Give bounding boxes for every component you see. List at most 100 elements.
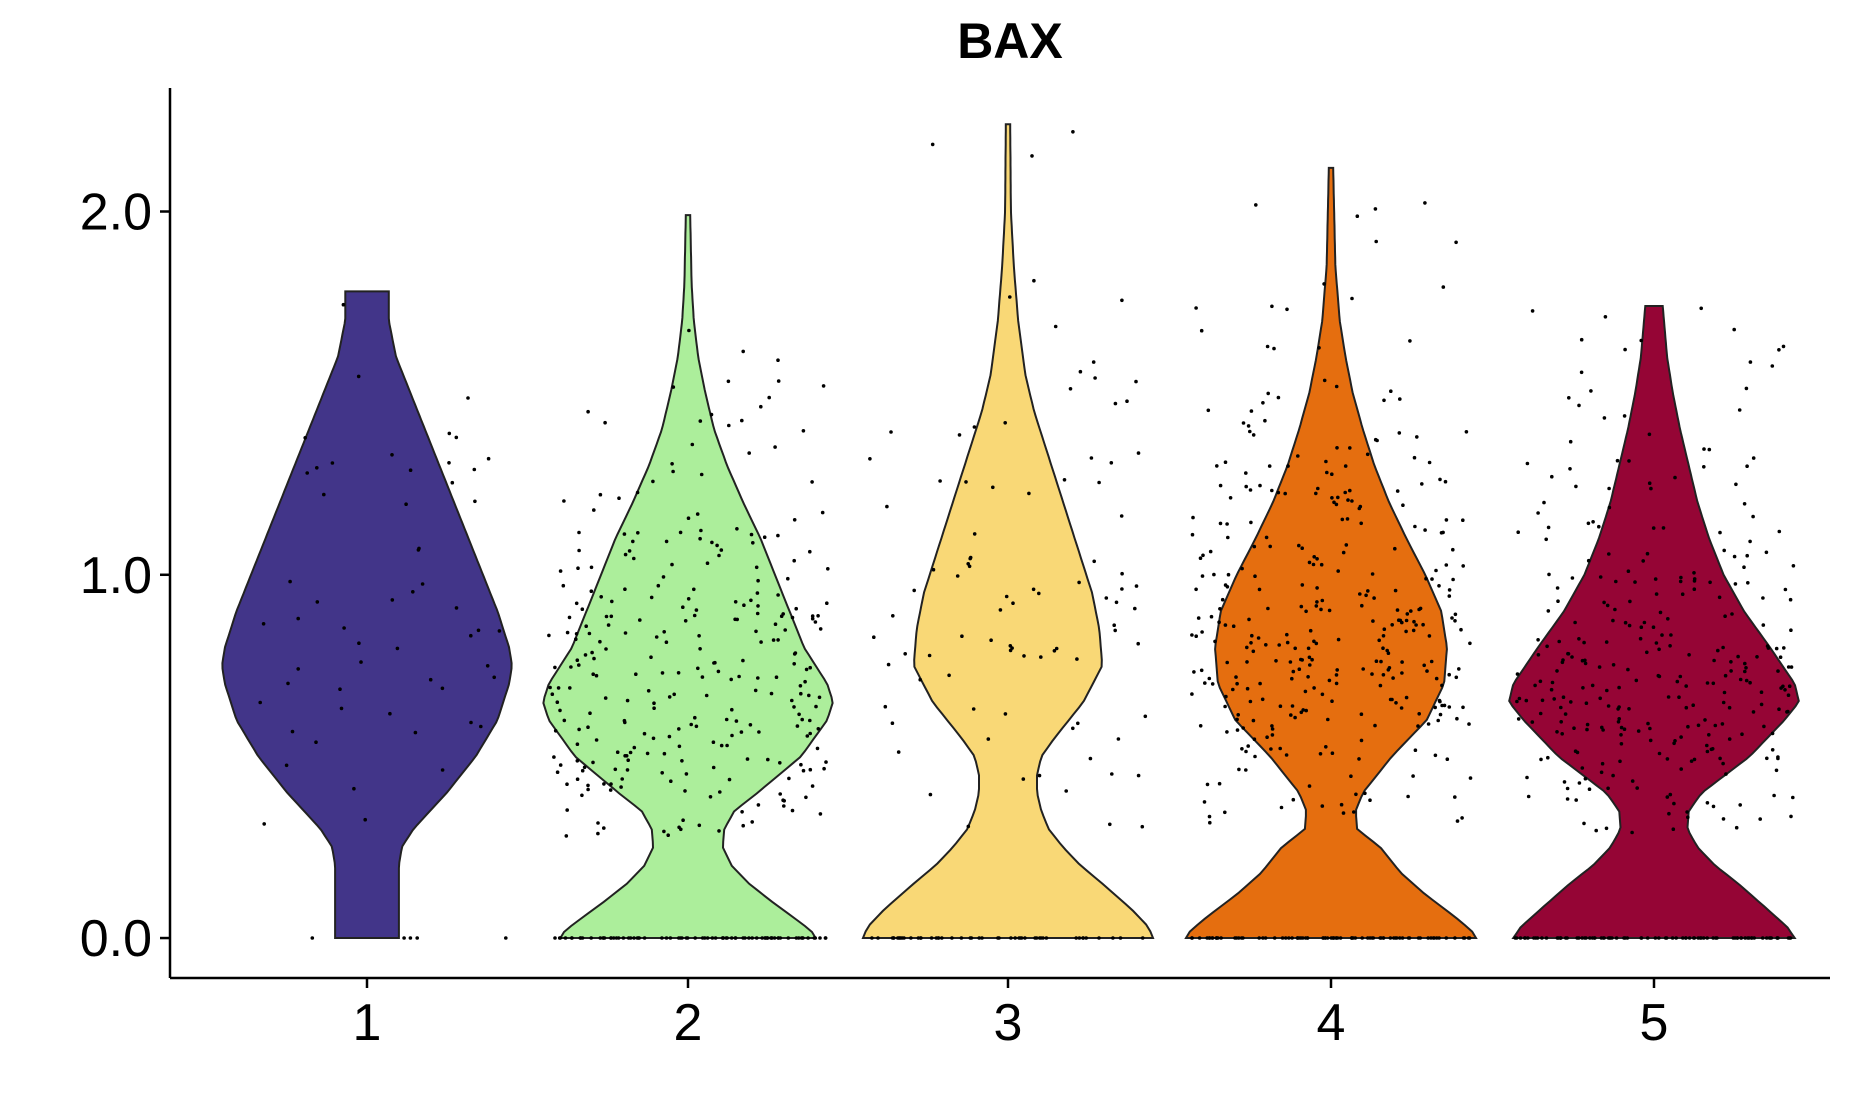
point-5 (1530, 720, 1535, 724)
point-4 (1261, 401, 1265, 405)
point-5 (1579, 370, 1584, 375)
point-2 (792, 705, 796, 709)
point-4 (1409, 609, 1413, 613)
point-4 (1223, 460, 1228, 465)
point-2 (654, 635, 659, 639)
point-5 (1772, 793, 1776, 798)
point-5 (1604, 640, 1609, 644)
point-2 (808, 549, 812, 554)
point-5 (1657, 751, 1662, 756)
point-4 (1345, 517, 1350, 521)
point-2 (694, 608, 699, 612)
point-5 (1777, 707, 1781, 711)
point-2 (755, 591, 760, 595)
point-3 (918, 677, 922, 682)
point-4 (1399, 706, 1404, 710)
point-4 (1206, 408, 1211, 413)
point-1 (440, 768, 445, 772)
point-1 (330, 461, 335, 465)
point-5 (1555, 586, 1560, 590)
point-5 (1619, 725, 1624, 730)
point-5 (1686, 815, 1690, 820)
point-2 (588, 711, 592, 715)
point-5 (1737, 408, 1742, 412)
point-5 (1669, 633, 1673, 637)
point-2 (749, 532, 754, 537)
point-1 (473, 499, 477, 504)
point-5 (1666, 695, 1671, 699)
point-2 (623, 631, 628, 635)
point-4 (1308, 628, 1313, 633)
point-2 (651, 479, 655, 484)
point-4 (1381, 673, 1386, 677)
point-3 (1088, 756, 1093, 761)
point-5 (1573, 749, 1578, 753)
point-2 (649, 595, 654, 600)
point-4 (1289, 713, 1293, 717)
point-4 (1312, 686, 1316, 690)
point-2 (798, 684, 803, 688)
point-1 (395, 646, 400, 651)
point-1 (363, 817, 368, 822)
point-2 (767, 395, 771, 400)
point-5 (1732, 327, 1736, 332)
point-2 (742, 603, 746, 607)
point-4 (1264, 643, 1268, 647)
point-4 (1455, 716, 1459, 721)
point-2 (613, 767, 618, 772)
point-2 (774, 675, 779, 679)
point-3 (997, 936, 1001, 940)
point-4 (1248, 488, 1253, 492)
point-2 (699, 472, 704, 477)
point-5 (1628, 599, 1632, 604)
point-3 (1064, 789, 1068, 793)
point-1 (469, 720, 473, 725)
point-5 (1734, 825, 1739, 830)
point-2 (808, 665, 812, 670)
point-1 (341, 302, 346, 307)
point-4 (1397, 936, 1402, 940)
point-4 (1251, 433, 1256, 437)
point-4 (1235, 681, 1239, 686)
point-5 (1645, 936, 1650, 940)
point-5 (1765, 644, 1770, 648)
point-2 (771, 638, 776, 642)
point-5 (1615, 458, 1620, 463)
point-2 (743, 936, 747, 940)
point-4 (1210, 936, 1214, 940)
point-3 (872, 635, 876, 639)
point-4 (1315, 557, 1319, 561)
point-5 (1618, 759, 1622, 764)
point-3 (918, 936, 923, 940)
point-2 (807, 693, 811, 698)
point-4 (1200, 574, 1205, 578)
point-2 (708, 795, 713, 799)
point-2 (611, 936, 616, 940)
point-4 (1315, 586, 1319, 590)
point-4 (1398, 397, 1402, 401)
point-2 (678, 530, 683, 535)
point-4 (1223, 704, 1227, 709)
point-4 (1335, 446, 1339, 450)
point-1 (314, 740, 318, 744)
point-3 (1120, 298, 1124, 303)
point-5 (1691, 703, 1695, 707)
point-2 (562, 718, 567, 723)
point-4 (1371, 936, 1376, 940)
point-5 (1648, 726, 1652, 731)
point-2 (692, 613, 697, 618)
point-2 (626, 936, 631, 940)
point-4 (1257, 587, 1262, 592)
point-2 (756, 604, 760, 608)
point-4 (1248, 699, 1253, 704)
point-2 (594, 738, 599, 742)
point-5 (1607, 552, 1611, 556)
point-4 (1461, 564, 1465, 568)
point-2 (810, 784, 815, 788)
point-4 (1360, 936, 1364, 940)
point-2 (694, 724, 699, 729)
point-4 (1224, 694, 1228, 699)
point-3 (1003, 712, 1008, 716)
point-3 (977, 936, 981, 940)
point-5 (1516, 717, 1521, 721)
